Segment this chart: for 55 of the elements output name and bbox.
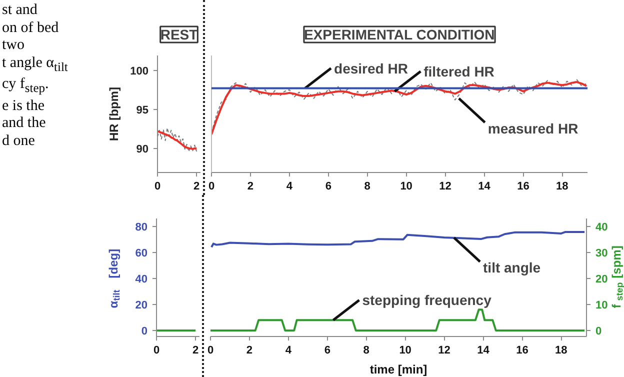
- y2-tick-label: 40: [596, 221, 608, 234]
- y-tick-label: 95: [136, 104, 149, 116]
- annotation: stepping frequency: [362, 292, 492, 308]
- y2-tick-label: 10: [596, 299, 608, 312]
- y-tick-label: 90: [136, 143, 149, 156]
- y-tick-label: 20: [135, 299, 148, 312]
- text: t angle α$_{tilt}$: [2, 54, 68, 74]
- x-tick-label: 2: [192, 344, 199, 356]
- y-tick-label: 40: [135, 273, 148, 286]
- text: two: [2, 37, 24, 53]
- text: on of bed: [2, 20, 59, 36]
- y-tick-label: 0: [141, 326, 148, 338]
- x-tick-label: 12: [439, 180, 452, 192]
- y2-tick-label: 0: [596, 326, 602, 338]
- x-tick-label: 14: [478, 180, 492, 192]
- x-tick-label: 18: [555, 344, 568, 356]
- y-tick-label: 100: [130, 65, 149, 78]
- y2-tick-label: 30: [596, 247, 608, 260]
- chart-title: EXPERIMENTAL CONDITION: [304, 26, 495, 42]
- x-tick-label: 2: [247, 180, 254, 192]
- x-axis-title: time [min]: [370, 362, 428, 376]
- x-tick-label: 10: [399, 344, 412, 356]
- y-tick-label: 80: [135, 221, 148, 234]
- y2-tick-label: 20: [596, 273, 608, 286]
- annotation: tilt angle: [483, 260, 541, 276]
- text: st and: [2, 2, 38, 18]
- text: e is the: [2, 98, 44, 114]
- x-tick-label: 2: [194, 180, 200, 192]
- x-tick-label: 2: [246, 344, 253, 356]
- x-tick-label: 0: [208, 344, 214, 356]
- annotation: desired HR: [334, 60, 408, 76]
- text: αtilt [deg]: [106, 248, 122, 308]
- text: cy f$_{step}$.: [2, 76, 49, 95]
- annotation: measured HR: [488, 120, 578, 136]
- y-axis-title: HR [bpm]: [107, 86, 122, 141]
- x-tick-label: 0: [154, 180, 161, 192]
- y2-axis-title: fstep [spm]: [610, 246, 624, 308]
- x-tick-label: 4: [286, 180, 294, 192]
- x-tick-label: 16: [516, 344, 528, 356]
- x-tick-label: 6: [325, 180, 332, 192]
- text: and the: [2, 115, 46, 131]
- x-tick-label: 0: [153, 344, 160, 356]
- text: d one: [2, 132, 35, 148]
- x-tick-label: 0: [208, 180, 215, 192]
- annotation: filtered HR: [424, 63, 494, 80]
- y-tick-label: 60: [135, 247, 148, 260]
- x-tick-label: 4: [285, 344, 292, 356]
- x-tick-label: 10: [400, 180, 412, 192]
- x-tick-label: 14: [477, 344, 490, 356]
- x-tick-label: 12: [438, 344, 450, 356]
- x-tick-label: 8: [364, 180, 370, 192]
- x-tick-label: 16: [517, 180, 530, 192]
- x-tick-label: 8: [363, 344, 370, 356]
- x-tick-label: 6: [324, 344, 330, 356]
- x-tick-label: 18: [556, 180, 568, 192]
